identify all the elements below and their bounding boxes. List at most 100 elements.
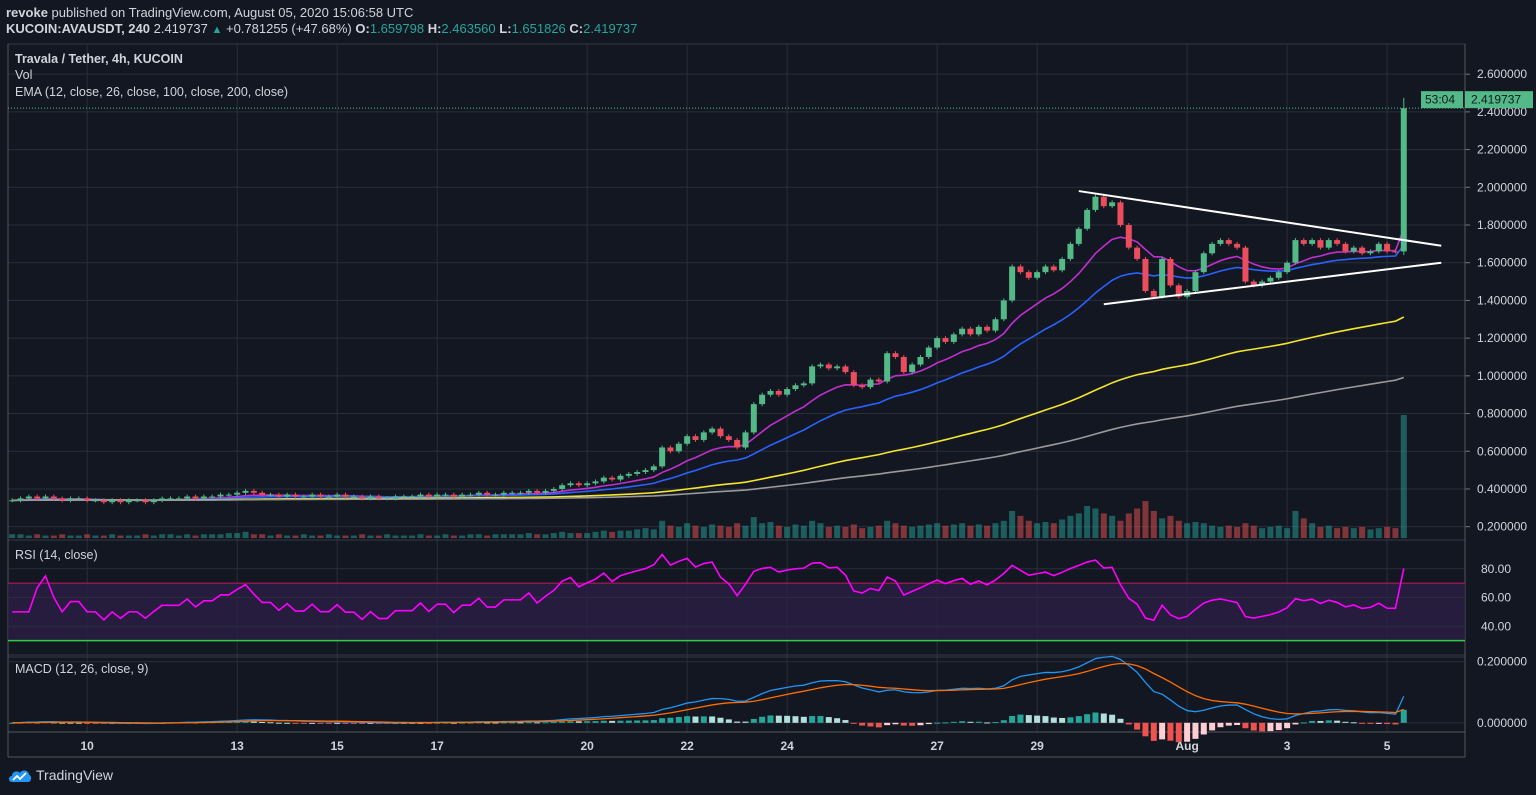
volume-bar	[534, 534, 541, 538]
volume-bar	[384, 534, 391, 538]
candle-body	[1217, 240, 1224, 244]
candle-body	[1092, 196, 1099, 210]
volume-bar	[750, 517, 757, 538]
close-label: C:	[569, 21, 584, 36]
macd-histogram-bar	[1042, 716, 1049, 723]
low-value: 1.651826	[511, 21, 566, 36]
macd-histogram-bar	[1117, 718, 1124, 723]
change: +0.781255 (+47.68%)	[225, 21, 352, 36]
volume-bar	[575, 533, 582, 538]
macd-histogram-bar	[550, 722, 557, 724]
macd-histogram-bar	[592, 721, 599, 723]
volume-bar	[1334, 528, 1341, 538]
candle-body	[617, 475, 624, 480]
candle-body	[117, 500, 124, 503]
macd-histogram-bar	[1125, 722, 1132, 725]
macd-histogram-bar	[300, 722, 307, 724]
macd-histogram-bar	[1234, 722, 1241, 726]
macd-histogram-bar	[1009, 715, 1016, 723]
ema-100-line	[12, 316, 1405, 502]
x-tick-label: 24	[780, 739, 794, 753]
candle-body	[234, 492, 241, 495]
candle-body	[1109, 202, 1116, 207]
macd-histogram-bar	[717, 717, 724, 723]
volume-bar	[625, 530, 632, 538]
macd-histogram-bar	[1384, 722, 1391, 725]
macd-histogram-bar	[934, 722, 941, 724]
candle-body	[1042, 266, 1049, 273]
volume-bar	[117, 535, 124, 538]
volume-bar	[259, 534, 266, 538]
macd-histogram-bar	[1142, 722, 1149, 737]
candle-body	[275, 494, 282, 497]
candle-body	[375, 496, 382, 499]
candle-body	[17, 498, 24, 501]
candle-body	[509, 492, 516, 494]
candle-body	[50, 496, 57, 499]
macd-histogram-bar	[367, 722, 374, 724]
volume-bar	[1367, 529, 1374, 538]
volume-bar	[17, 534, 24, 538]
symbol: KUCOIN:AVAUSDT, 240	[6, 21, 150, 36]
candle-body	[667, 447, 674, 452]
candle-body	[584, 483, 591, 486]
price-tick-label: 2.200000	[1477, 143, 1527, 157]
macd-histogram-bar	[350, 722, 357, 724]
volume-bar	[900, 525, 907, 538]
candle-body	[392, 496, 399, 499]
price-tick-label: 1.400000	[1477, 293, 1527, 307]
macd-histogram-bar	[609, 720, 616, 723]
volume-bar	[134, 535, 141, 538]
volume-bar	[675, 526, 682, 538]
macd-histogram-bar	[817, 716, 824, 723]
price-tick-label: 1.800000	[1477, 218, 1527, 232]
macd-histogram-bar	[67, 722, 74, 724]
macd-histogram-bar	[1025, 715, 1032, 723]
rsi-band	[8, 583, 1465, 641]
macd-histogram-bar	[1359, 722, 1366, 724]
candle-body	[600, 477, 607, 482]
volume-bar	[1092, 508, 1099, 538]
volume-bar	[25, 535, 32, 538]
macd-histogram-bar	[750, 718, 757, 723]
volume-bar	[1300, 518, 1307, 538]
volume-bar	[459, 535, 466, 538]
volume-bar	[100, 535, 107, 538]
candle-body	[1159, 258, 1166, 297]
macd-histogram-bar	[1284, 722, 1291, 729]
macd-histogram-bar	[1309, 720, 1316, 723]
volume-bar	[942, 525, 949, 538]
candle-body	[825, 364, 832, 369]
candle-body	[1234, 243, 1241, 248]
volume-bar	[1392, 528, 1399, 538]
volume-bar	[1217, 526, 1224, 538]
macd-histogram-bar	[92, 722, 99, 724]
candle-body	[1284, 262, 1291, 273]
volume-bar	[1259, 528, 1266, 538]
candle-body	[1075, 228, 1082, 244]
x-tick-label: 10	[80, 739, 94, 753]
macd-histogram-bar	[284, 722, 291, 724]
volume-bar	[867, 526, 874, 538]
volume-bar	[984, 525, 991, 538]
macd-histogram-bar	[775, 715, 782, 723]
price-tick-label: 2.000000	[1477, 180, 1527, 194]
candle-body	[525, 490, 532, 493]
candle-body	[700, 432, 707, 440]
candle-body	[217, 494, 224, 497]
candle-body	[1059, 258, 1066, 271]
macd-histogram-bar	[1250, 722, 1257, 731]
macd-histogram-bar	[700, 716, 707, 723]
volume-bar	[500, 534, 507, 538]
volume-bar	[59, 534, 66, 538]
volume-bar	[709, 524, 716, 538]
macd-histogram-bar	[484, 722, 491, 724]
candle-body	[109, 500, 116, 503]
macd-histogram-bar	[675, 717, 682, 723]
macd-histogram-bar	[1109, 714, 1116, 723]
volume-bar	[884, 520, 891, 538]
x-tick-label: 20	[580, 739, 594, 753]
candle-body	[925, 347, 932, 357]
candle-body	[859, 385, 866, 388]
